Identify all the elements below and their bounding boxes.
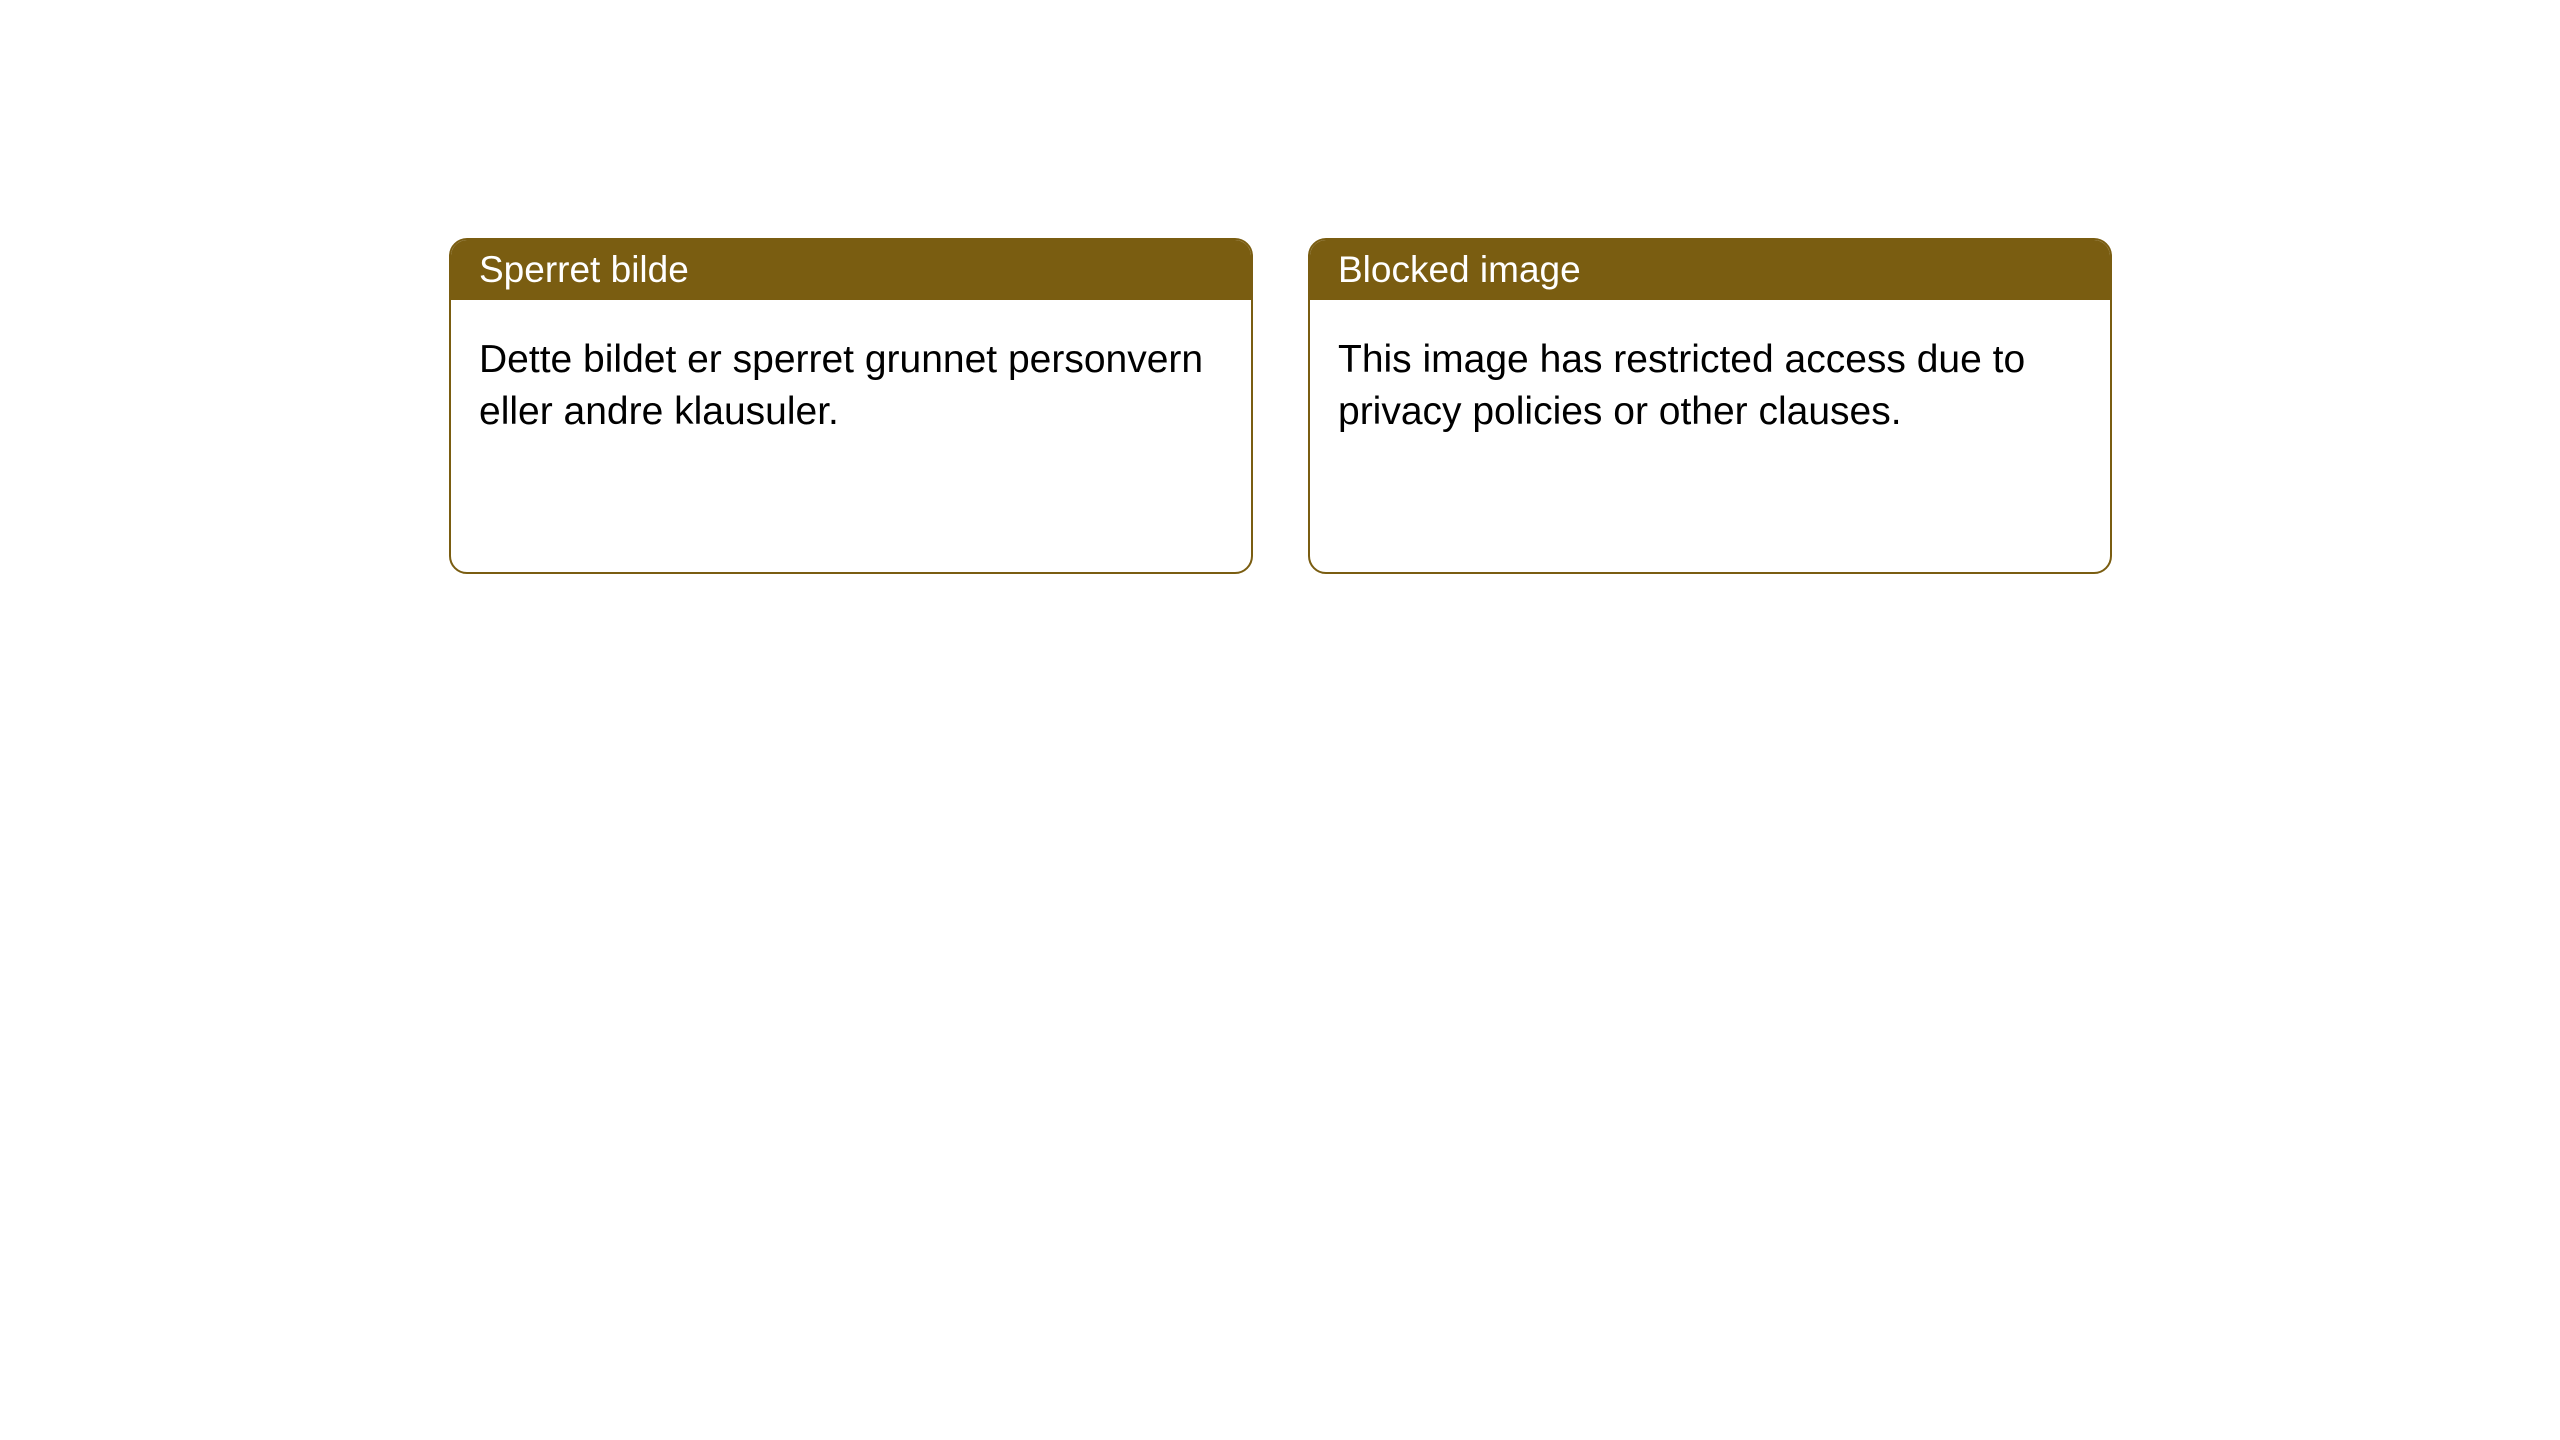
card-title-english: Blocked image — [1338, 249, 1581, 291]
card-body-english: This image has restricted access due to … — [1310, 300, 2110, 472]
card-body-norwegian: Dette bildet er sperret grunnet personve… — [451, 300, 1251, 472]
card-title-norwegian: Sperret bilde — [479, 249, 689, 291]
card-message-norwegian: Dette bildet er sperret grunnet personve… — [479, 338, 1203, 433]
card-header-norwegian: Sperret bilde — [451, 240, 1251, 300]
notice-card-norwegian: Sperret bilde Dette bildet er sperret gr… — [449, 238, 1253, 574]
card-message-english: This image has restricted access due to … — [1338, 338, 2025, 433]
notice-card-english: Blocked image This image has restricted … — [1308, 238, 2112, 574]
notice-cards-container: Sperret bilde Dette bildet er sperret gr… — [449, 238, 2560, 574]
card-header-english: Blocked image — [1310, 240, 2110, 300]
